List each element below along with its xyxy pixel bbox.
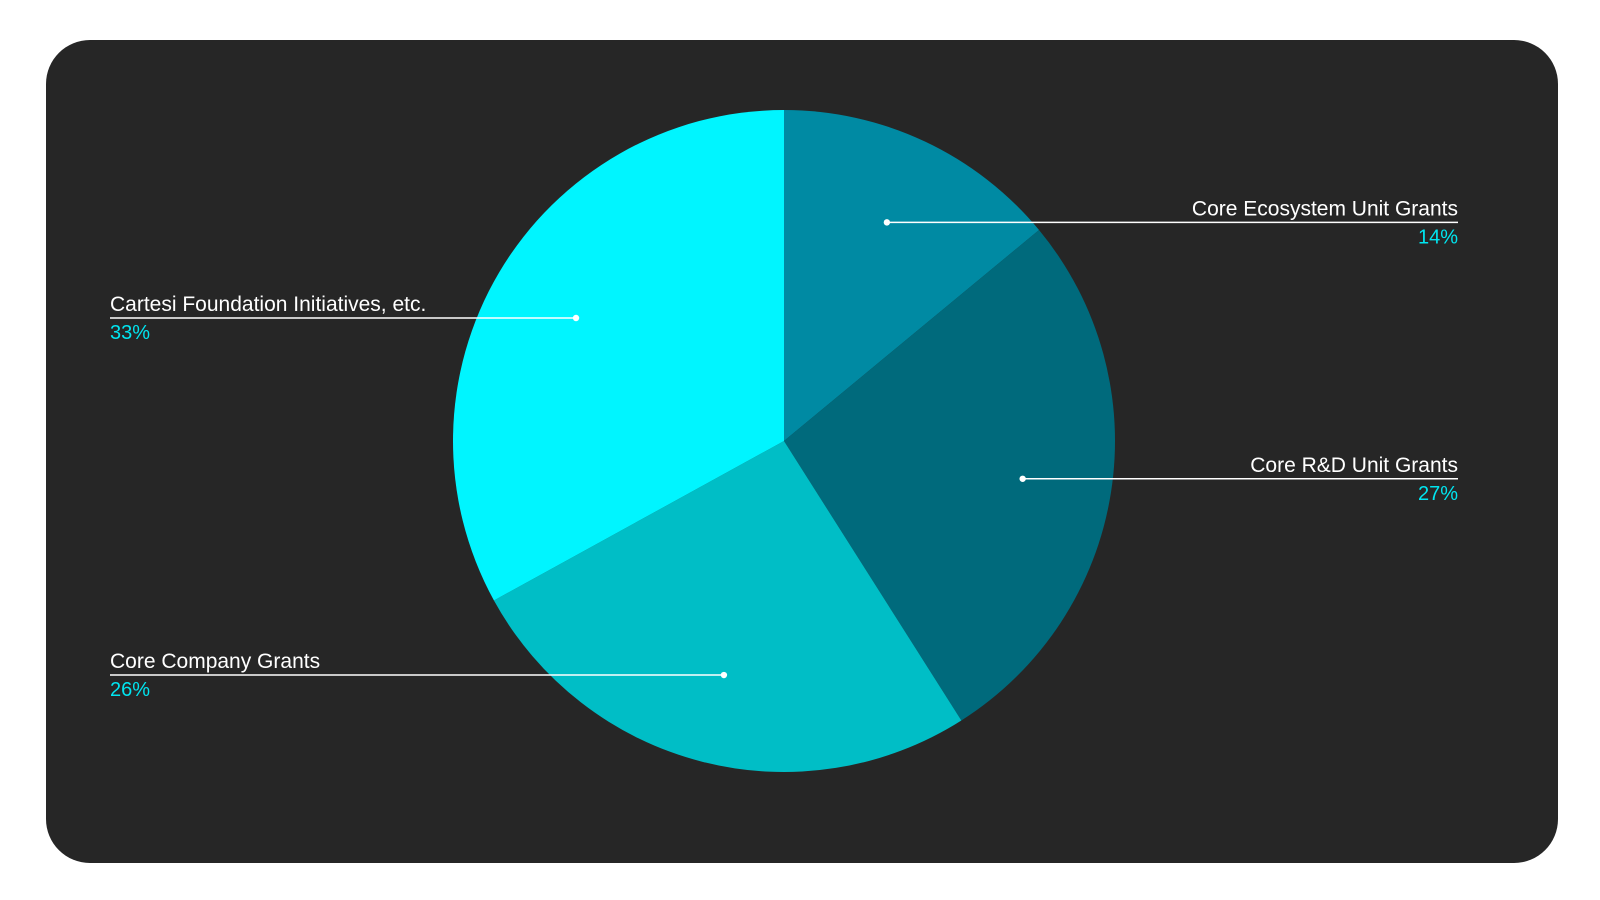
pie-slice-2 bbox=[493, 441, 962, 772]
slice-labels: Core Ecosystem Unit Grants 14% Core R&D Un… bbox=[110, 197, 1458, 701]
pie-slice-3 bbox=[453, 110, 784, 601]
slice-label-2: Core Company Grants bbox=[110, 650, 320, 673]
leader-dot-2 bbox=[720, 671, 728, 679]
pie-slice-0 bbox=[784, 110, 1040, 441]
leader-dot-1 bbox=[1019, 475, 1026, 482]
pie-slice-1 bbox=[784, 230, 1115, 721]
slice-leader-lines bbox=[110, 219, 1458, 679]
slice-value-label-2: 26% bbox=[110, 679, 150, 701]
leader-dot-3 bbox=[572, 314, 580, 322]
pie-slices bbox=[453, 110, 1115, 772]
slice-value-label-3: 33% bbox=[110, 322, 150, 344]
slice-value-label-1: 27% bbox=[1418, 483, 1458, 505]
leader-dot-0 bbox=[883, 219, 891, 226]
slice-label-3: Cartesi Foundation Initiatives, etc. bbox=[110, 293, 426, 316]
slice-value-label-0: 14% bbox=[1418, 226, 1458, 248]
slice-label-0: Core Ecosystem Unit Grants bbox=[1192, 197, 1458, 220]
slice-label-1: Core R&D Unit Grants bbox=[1250, 454, 1458, 477]
